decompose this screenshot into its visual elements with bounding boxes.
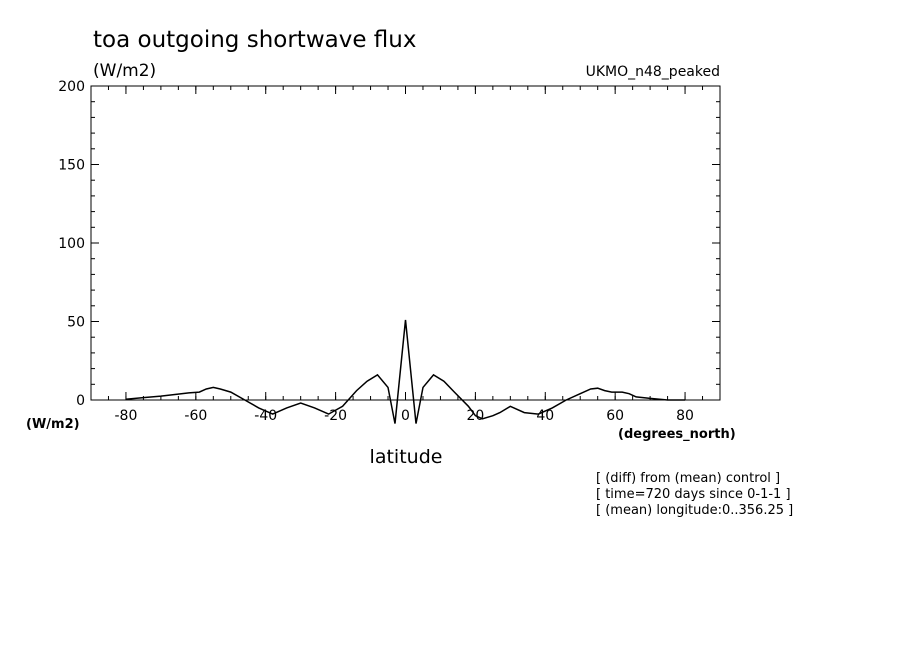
x-axis-units: (degrees_north) bbox=[618, 427, 736, 442]
y-tick-label: 200 bbox=[58, 79, 85, 95]
minor-ticks bbox=[90, 85, 721, 401]
note-longitude: [ (mean) longitude:0..356.25 ] bbox=[596, 503, 793, 518]
note-time: [ time=720 days since 0-1-1 ] bbox=[596, 487, 791, 502]
chart-title: toa outgoing shortwave flux bbox=[93, 27, 416, 53]
x-tick-label: -60 bbox=[184, 408, 207, 424]
y-tick-label: 50 bbox=[67, 315, 85, 331]
x-tick-label: 80 bbox=[676, 408, 694, 424]
x-axis-label: latitude bbox=[370, 446, 443, 468]
x-tick-label: 40 bbox=[536, 408, 554, 424]
note-diff: [ (diff) from (mean) control ] bbox=[596, 471, 780, 486]
x-tick-label: -40 bbox=[254, 408, 277, 424]
y-tick-label: 0 bbox=[76, 393, 85, 409]
series-line bbox=[125, 319, 686, 424]
x-tick-label: 0 bbox=[401, 408, 410, 424]
y-tick-label: 150 bbox=[58, 158, 85, 174]
y-tick-labels: 0 50 100 150 200 bbox=[58, 79, 85, 409]
y-tick-label: 100 bbox=[58, 236, 85, 252]
model-label: UKMO_n48_peaked bbox=[586, 64, 720, 80]
plot-frame bbox=[90, 85, 721, 401]
chart-units: (W/m2) bbox=[93, 61, 156, 81]
x-tick-label: -80 bbox=[115, 408, 138, 424]
major-ticks bbox=[91, 85, 720, 401]
x-tick-label: -20 bbox=[324, 408, 347, 424]
x-tick-labels: -80 -60 -40 -20 0 20 40 60 80 bbox=[115, 408, 694, 424]
y-axis-units: (W/m2) bbox=[26, 417, 80, 432]
x-tick-label: 60 bbox=[606, 408, 624, 424]
